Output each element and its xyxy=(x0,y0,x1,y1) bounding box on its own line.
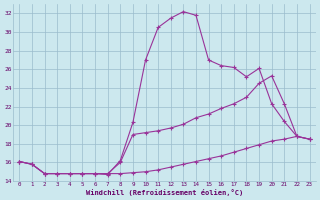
X-axis label: Windchill (Refroidissement éolien,°C): Windchill (Refroidissement éolien,°C) xyxy=(86,189,243,196)
